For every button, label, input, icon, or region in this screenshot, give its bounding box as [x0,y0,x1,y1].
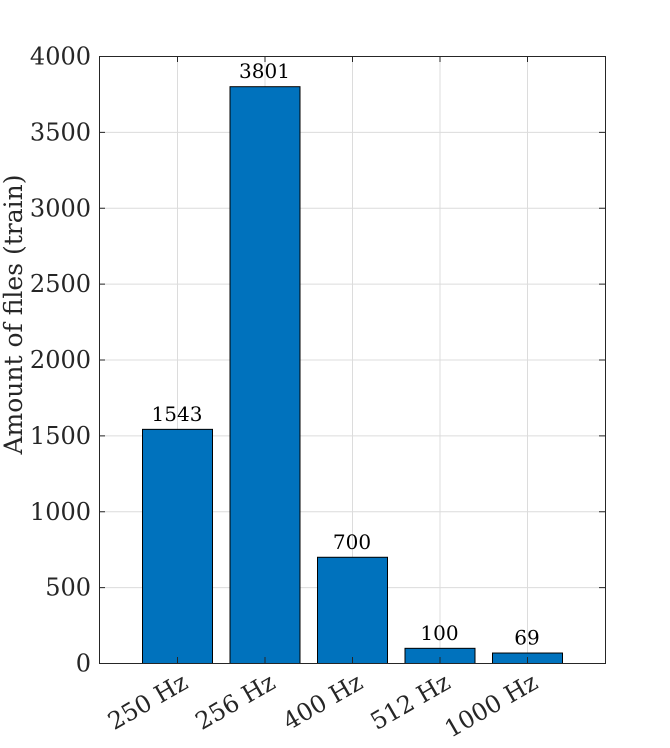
bar-400-hz [317,556,388,665]
y-tick-label: 2000 [30,346,91,374]
y-tick-label: 3500 [30,118,91,146]
x-tick-label: 1000 Hz [440,668,543,743]
data-label: 3801 [239,59,290,83]
y-tick-label: 1000 [30,498,91,526]
y-axis-ticks: 0 500 1000 1500 2000 2500 3000 3500 4000 [30,43,605,678]
data-label: 100 [420,621,458,645]
y-axis-label: Amount of files (train) [0,174,28,455]
y-tick-label: 3000 [30,194,91,222]
x-tick-label: 256 Hz [191,668,280,736]
x-tick-label: 250 Hz [103,668,192,736]
x-tick-label: 512 Hz [366,668,455,736]
data-label: 69 [514,626,539,650]
bar-250-hz [142,428,213,665]
data-label: 1543 [152,402,203,426]
y-tick-label: 1500 [30,422,91,450]
data-labels: 1543 3801 700 100 69 [152,59,540,649]
y-tick-label: 500 [45,574,91,602]
x-tick-label: 400 Hz [278,668,367,736]
data-label: 700 [333,530,371,554]
y-tick-label: 2500 [30,270,91,298]
y-tick-label: 0 [76,650,91,678]
y-tick-label: 4000 [30,43,91,71]
bar-256-hz [229,86,301,665]
